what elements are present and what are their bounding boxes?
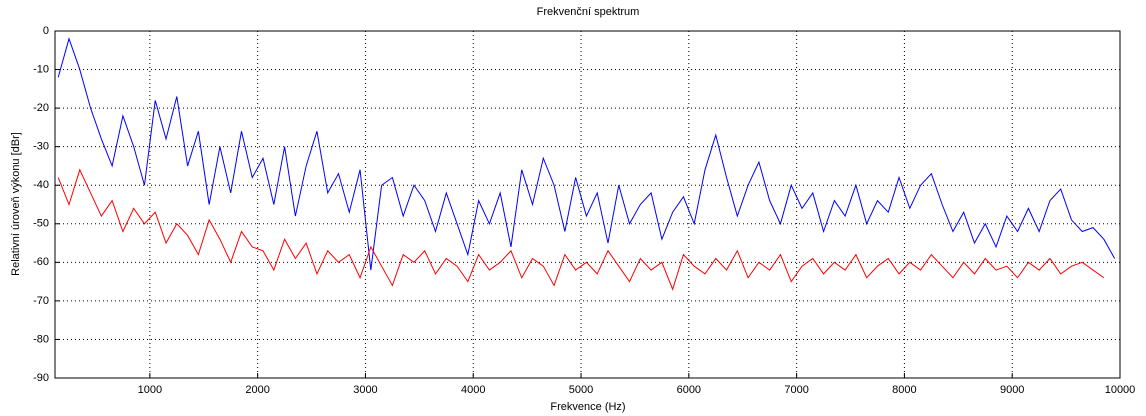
y-tick-label: -10: [33, 63, 49, 75]
y-tick-label: -50: [33, 218, 49, 230]
y-axis-label: Relativní úroveň výkonu [dBr]: [10, 132, 22, 276]
y-tick-label: -80: [33, 333, 49, 345]
x-tick-label: 1000: [138, 384, 162, 396]
y-tick-label: 0: [43, 25, 49, 37]
x-tick-label: 2000: [245, 384, 269, 396]
x-tick-label: 3000: [353, 384, 377, 396]
x-tick-label: 4000: [461, 384, 485, 396]
x-tick-label: 6000: [677, 384, 701, 396]
chart-title: Frekvenční spektrum: [537, 6, 640, 18]
series-line: [57, 168, 1105, 291]
x-tick-label: 7000: [784, 384, 808, 396]
y-tick-label: -30: [33, 141, 49, 153]
y-tick-label: -70: [33, 295, 49, 307]
x-axis-label: Frekvence (Hz): [550, 401, 625, 413]
y-tick-label: -40: [33, 179, 49, 191]
x-tick-label: 10000: [1105, 384, 1136, 396]
y-tick-label: -90: [33, 372, 49, 384]
y-tick-label: -20: [33, 102, 49, 114]
series-line: [57, 37, 1116, 271]
x-tick-label: 8000: [892, 384, 916, 396]
x-tick-label: 5000: [569, 384, 593, 396]
y-tick-label: -60: [33, 256, 49, 268]
plot-frame: [54, 30, 1121, 379]
x-tick-label: 9000: [1000, 384, 1024, 396]
